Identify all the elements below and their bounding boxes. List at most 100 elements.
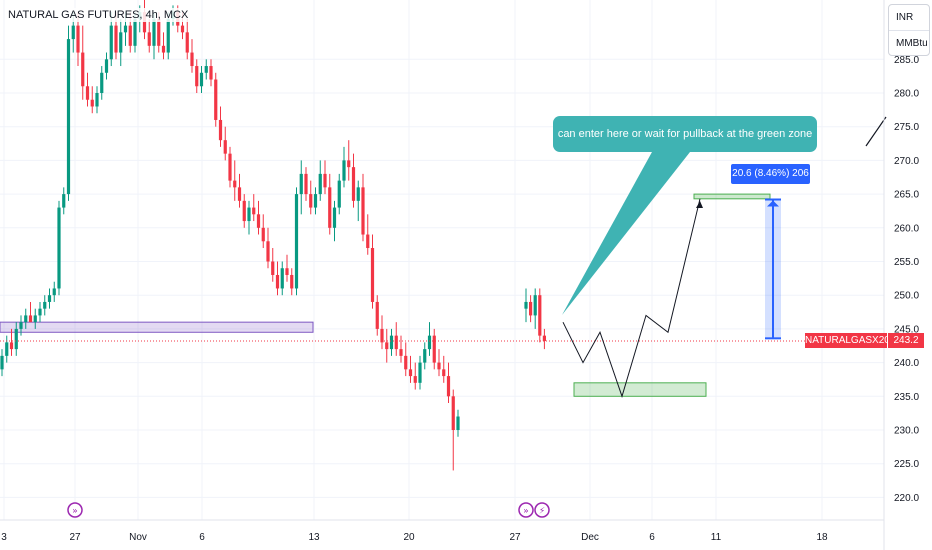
- candle: [62, 187, 66, 215]
- candle-body: [275, 274, 280, 289]
- candle-body: [19, 322, 23, 329]
- candle: [190, 39, 194, 73]
- event-marker-ring: [534, 502, 550, 518]
- candle-body: [446, 376, 451, 397]
- grid: [0, 0, 884, 520]
- candle: [85, 72, 90, 107]
- dividend-icon[interactable]: »: [518, 502, 534, 518]
- price-tick-label: 220.0: [894, 493, 919, 504]
- candle: [43, 295, 47, 316]
- unit-selector[interactable]: INR MMBtu: [888, 4, 930, 56]
- candle-body: [85, 86, 90, 100]
- candle-body: [328, 187, 332, 228]
- candle: [261, 214, 265, 249]
- candle: [33, 308, 37, 329]
- candle-body: [157, 18, 161, 46]
- symbol-tag: NATURALGASX2023: [805, 333, 901, 348]
- price-tick-label: 235.0: [894, 392, 919, 403]
- candle-body: [62, 194, 66, 208]
- pullback-zone: [573, 382, 707, 397]
- candle: [266, 227, 270, 269]
- candle-body: [204, 66, 208, 73]
- candle: [304, 167, 308, 201]
- candle-body: [147, 32, 151, 46]
- event-marker-glyph: »: [72, 507, 78, 517]
- candles: [0, 0, 546, 471]
- candle: [337, 173, 341, 215]
- candle: [185, 18, 189, 60]
- candle-body: [33, 315, 37, 323]
- trend-line: [865, 116, 887, 147]
- candle-body: [24, 315, 28, 323]
- price-range-label[interactable]: 20.6 (8.46%) 206: [731, 164, 810, 184]
- candle: [280, 261, 284, 296]
- candle: [228, 146, 232, 188]
- candle-body: [195, 66, 199, 87]
- candle-body: [542, 335, 546, 342]
- candle: [95, 86, 99, 114]
- earnings-icon[interactable]: ⚡: [534, 502, 550, 518]
- candle: [342, 146, 346, 188]
- event-marker-glyph: »: [523, 507, 529, 517]
- candle: [5, 335, 9, 363]
- candle-body: [128, 25, 132, 46]
- price-tick-label: 225.0: [894, 459, 919, 470]
- price-tick-label: 285.0: [894, 55, 919, 66]
- candle-body: [76, 25, 80, 53]
- current-price-tag: 243.2: [888, 333, 924, 348]
- unit-label[interactable]: MMBtu: [889, 30, 929, 56]
- candle-body: [413, 376, 417, 383]
- candle-body: [529, 301, 533, 316]
- candle-body: [385, 342, 389, 350]
- price-axis: 220.0 225.0 230.0 235.0 240.0 245.0 250.0 255.0…: [894, 55, 919, 504]
- candle: [370, 234, 375, 309]
- candle: [389, 328, 394, 356]
- candle: [66, 25, 71, 201]
- candle-body: [123, 25, 128, 33]
- time-tick-label: Dec: [581, 532, 599, 543]
- candle: [408, 355, 413, 383]
- candle: [90, 86, 94, 114]
- callout-annotation[interactable]: can enter here or wait for pullback at t…: [553, 116, 817, 152]
- candle: [451, 389, 455, 471]
- zones: [0, 193, 771, 397]
- candle: [119, 18, 123, 67]
- candle-body: [252, 207, 256, 215]
- candle-body: [442, 369, 446, 377]
- candle-body: [323, 173, 327, 188]
- candle: [351, 153, 356, 208]
- currency-label[interactable]: INR: [896, 12, 914, 23]
- candle-body: [228, 153, 232, 181]
- time-tick-label: 20: [403, 532, 415, 543]
- candle: [204, 59, 208, 80]
- candle-body: [533, 295, 537, 316]
- candle: [285, 254, 289, 282]
- candle-body: [256, 214, 261, 228]
- candle-body: [423, 349, 427, 363]
- price-tick-label: 265.0: [894, 190, 919, 201]
- candle: [361, 173, 365, 242]
- candle: [256, 200, 261, 235]
- candle-body: [456, 416, 460, 430]
- candle-body: [0, 355, 4, 370]
- candle: [47, 288, 52, 309]
- candle-body: [218, 119, 223, 141]
- candle-body: [9, 342, 14, 350]
- candle: [161, 32, 166, 60]
- candle-body: [280, 268, 284, 289]
- price-tick-label: 275.0: [894, 122, 919, 133]
- candle: [318, 160, 322, 201]
- candle-body: [190, 52, 194, 67]
- candle: [100, 66, 104, 100]
- candle: [380, 315, 384, 350]
- candle-body: [14, 328, 18, 350]
- candle-body: [318, 173, 322, 195]
- time-tick-label: Nov: [129, 532, 147, 543]
- candle-body: [342, 160, 346, 181]
- candle-body: [337, 180, 341, 208]
- candle: [24, 308, 28, 329]
- candle: [57, 200, 61, 296]
- candle: [233, 160, 237, 201]
- dividend-icon[interactable]: »: [67, 502, 83, 518]
